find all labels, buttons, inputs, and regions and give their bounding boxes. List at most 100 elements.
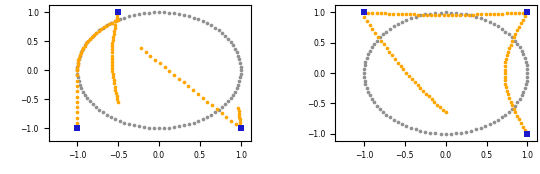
Point — [503, 54, 511, 57]
Point — [232, 51, 241, 54]
Point — [150, 11, 158, 14]
Point — [73, 69, 82, 72]
Point — [517, 94, 526, 97]
Point — [114, 101, 123, 104]
Point — [110, 85, 119, 88]
Point — [376, 39, 385, 42]
Point — [501, 65, 509, 67]
Point — [382, 47, 391, 50]
Point — [416, 86, 424, 89]
Point — [460, 13, 469, 16]
Point — [125, 123, 133, 125]
Point — [382, 113, 390, 116]
Point — [379, 110, 387, 113]
Point — [134, 125, 143, 128]
Point — [494, 12, 502, 15]
Point — [481, 125, 489, 128]
Point — [112, 20, 120, 23]
Point — [78, 49, 86, 52]
Point — [194, 120, 202, 122]
Point — [107, 54, 116, 57]
Point — [115, 18, 124, 21]
Point — [366, 94, 374, 97]
Point — [385, 50, 394, 53]
Point — [106, 116, 115, 118]
Point — [103, 113, 111, 116]
Point — [360, 79, 369, 82]
Point — [451, 12, 460, 14]
Point — [237, 127, 245, 130]
Point — [380, 43, 388, 46]
Point — [515, 25, 524, 28]
Point — [405, 74, 414, 77]
Point — [73, 127, 82, 130]
Point — [237, 127, 245, 130]
Point — [388, 54, 396, 57]
Point — [224, 100, 232, 103]
Point — [451, 132, 460, 135]
Point — [180, 124, 188, 127]
Point — [99, 26, 108, 29]
Point — [114, 11, 123, 14]
Point — [362, 57, 371, 59]
Point — [236, 65, 245, 68]
Point — [504, 93, 512, 96]
Point — [363, 53, 372, 56]
Point — [73, 85, 82, 87]
Point — [97, 28, 105, 31]
Point — [507, 43, 515, 46]
Point — [236, 121, 245, 124]
Point — [448, 14, 456, 16]
Point — [99, 111, 107, 114]
Point — [389, 25, 398, 28]
Point — [80, 44, 89, 47]
Point — [360, 68, 368, 71]
Point — [402, 125, 410, 128]
Point — [389, 118, 398, 121]
Point — [508, 40, 516, 42]
Point — [151, 58, 159, 61]
Point — [237, 69, 245, 72]
Point — [360, 11, 368, 14]
Point — [410, 13, 418, 16]
Point — [430, 101, 439, 103]
Point — [367, 97, 376, 100]
Point — [160, 11, 168, 14]
Point — [156, 62, 164, 65]
Point — [226, 97, 235, 100]
Point — [73, 106, 82, 108]
Point — [236, 76, 245, 79]
Point — [519, 53, 528, 56]
Point — [175, 13, 184, 15]
Point — [504, 33, 513, 36]
Point — [422, 13, 431, 16]
Point — [73, 79, 82, 82]
Point — [120, 121, 129, 124]
Point — [502, 86, 510, 89]
Point — [489, 121, 498, 124]
Point — [77, 51, 85, 54]
Point — [485, 123, 494, 126]
Point — [396, 65, 405, 67]
Point — [366, 49, 374, 52]
Point — [360, 72, 368, 74]
Point — [501, 75, 509, 78]
Point — [218, 106, 226, 109]
Point — [424, 95, 433, 98]
Point — [109, 39, 117, 41]
Point — [213, 108, 221, 110]
Point — [431, 13, 440, 16]
Point — [509, 107, 518, 110]
Point — [232, 87, 241, 89]
Point — [80, 93, 89, 96]
Point — [508, 104, 516, 106]
Point — [107, 64, 116, 66]
Point — [386, 27, 394, 30]
Point — [179, 81, 188, 84]
Point — [481, 13, 490, 16]
Point — [111, 118, 119, 121]
Point — [228, 44, 237, 47]
Point — [84, 40, 92, 43]
Point — [476, 17, 485, 20]
Point — [471, 15, 480, 18]
